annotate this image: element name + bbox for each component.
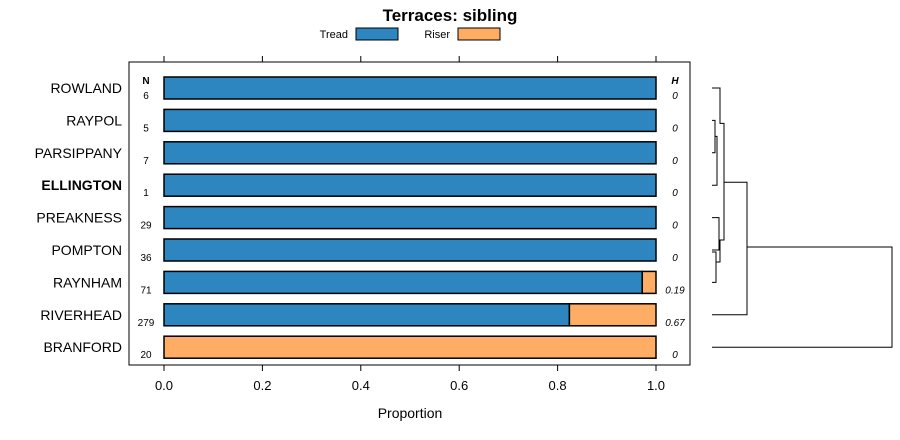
n-value: 36: [140, 253, 152, 264]
bar-tread: [163, 76, 657, 100]
n-value: 5: [143, 123, 149, 134]
h-value: 0: [672, 123, 678, 134]
dendrogram-branch-4: [712, 251, 717, 283]
x-tick-label-1: 0.2: [253, 378, 271, 393]
category-label: PREAKNESS: [36, 210, 122, 226]
bar-tread: [163, 205, 657, 230]
category-label: ROWLAND: [50, 80, 122, 96]
bar-tread: [163, 173, 657, 197]
row-rowland: ROWLAND 6 0: [50, 76, 678, 102]
n-value: 7: [143, 156, 149, 167]
x-tick-label-5: 1.0: [647, 378, 665, 393]
x-axis-title: Proportion: [378, 405, 443, 421]
category-label: RIVERHEAD: [40, 307, 122, 323]
dendrogram-branch-0: [712, 87, 723, 124]
row-preakness: PREAKNESS 29 0: [36, 205, 678, 232]
row-parsippany: PARSIPPANY 7 0: [35, 141, 678, 167]
x-tick-label-2: 0.4: [352, 378, 370, 393]
h-value: 0: [672, 221, 678, 232]
dendrogram-branch-6: [720, 122, 725, 241]
h-value: 0.67: [665, 318, 685, 329]
x-tick-label-0: 0.0: [155, 378, 173, 393]
dendrogram-branch-5: [716, 239, 721, 263]
plot-panel: [128, 61, 691, 366]
row-raynham: RAYNHAM 71 0.19: [53, 270, 685, 296]
dendrogram-branch-8: [712, 246, 893, 348]
n-value: 279: [138, 318, 155, 329]
bar-riser: [568, 303, 657, 327]
row-riverhead: RIVERHEAD 279 0.67: [40, 303, 685, 329]
x-tick-label-4: 0.8: [549, 378, 567, 393]
legend: Tread Riser: [320, 27, 501, 41]
legend-swatch-tread: [355, 27, 399, 41]
legend-swatch-riser: [457, 27, 501, 41]
row-raypol: RAYPOL 5 0: [66, 108, 678, 134]
dendrogram-branch-2: [712, 135, 718, 186]
category-label: RAYPOL: [66, 112, 122, 128]
row-branford: BRANFORD 20 0: [43, 335, 678, 361]
category-label: POMPTON: [51, 242, 122, 258]
h-value: 0: [672, 156, 678, 167]
row-pompton: POMPTON 36 0: [51, 238, 678, 264]
x-tick-label-3: 0.6: [450, 378, 468, 393]
dendrogram-branch-1: [712, 119, 716, 154]
h-value: 0: [672, 350, 678, 361]
h-value: 0: [672, 91, 678, 102]
dendrogram-branch-3: [712, 217, 720, 251]
n-value: 71: [140, 285, 152, 296]
legend-label-tread: Tread: [320, 29, 348, 41]
legend-label-riser: Riser: [424, 29, 450, 41]
n-value: 29: [140, 221, 152, 232]
h-value: 0.19: [665, 285, 685, 296]
row-ellington: ELLINGTON 1 0: [41, 173, 678, 199]
category-label: RAYNHAM: [53, 274, 122, 290]
bar-tread: [163, 108, 657, 133]
n-value: 6: [143, 91, 149, 102]
bar-rows: ROWLAND 6 0 RAYPOL 5 0 PARSIPPANY 7 0 ELLINGTON 1 0…: [35, 76, 685, 361]
h-value: 0: [672, 188, 678, 199]
bar-tread: [163, 270, 643, 295]
dendrogram: [712, 87, 893, 348]
category-label: BRANFORD: [43, 339, 122, 355]
chart-title: Terraces: sibling: [383, 6, 518, 25]
bar-tread: [163, 303, 571, 327]
x-axis: 0.0 0.2 0.4 0.6 0.8 1.0: [155, 56, 665, 393]
bar-tread: [163, 141, 657, 165]
bar-riser: [163, 335, 657, 359]
h-column-header: H: [671, 76, 679, 87]
dendrogram-branch-7: [712, 181, 748, 316]
bar-riser: [641, 270, 657, 295]
h-value: 0: [672, 253, 678, 264]
bar-tread: [163, 238, 657, 262]
n-value: 1: [143, 188, 149, 199]
category-label: PARSIPPANY: [35, 145, 123, 161]
n-column-header: N: [142, 76, 149, 87]
n-value: 20: [140, 350, 152, 361]
category-label: ELLINGTON: [41, 177, 122, 193]
